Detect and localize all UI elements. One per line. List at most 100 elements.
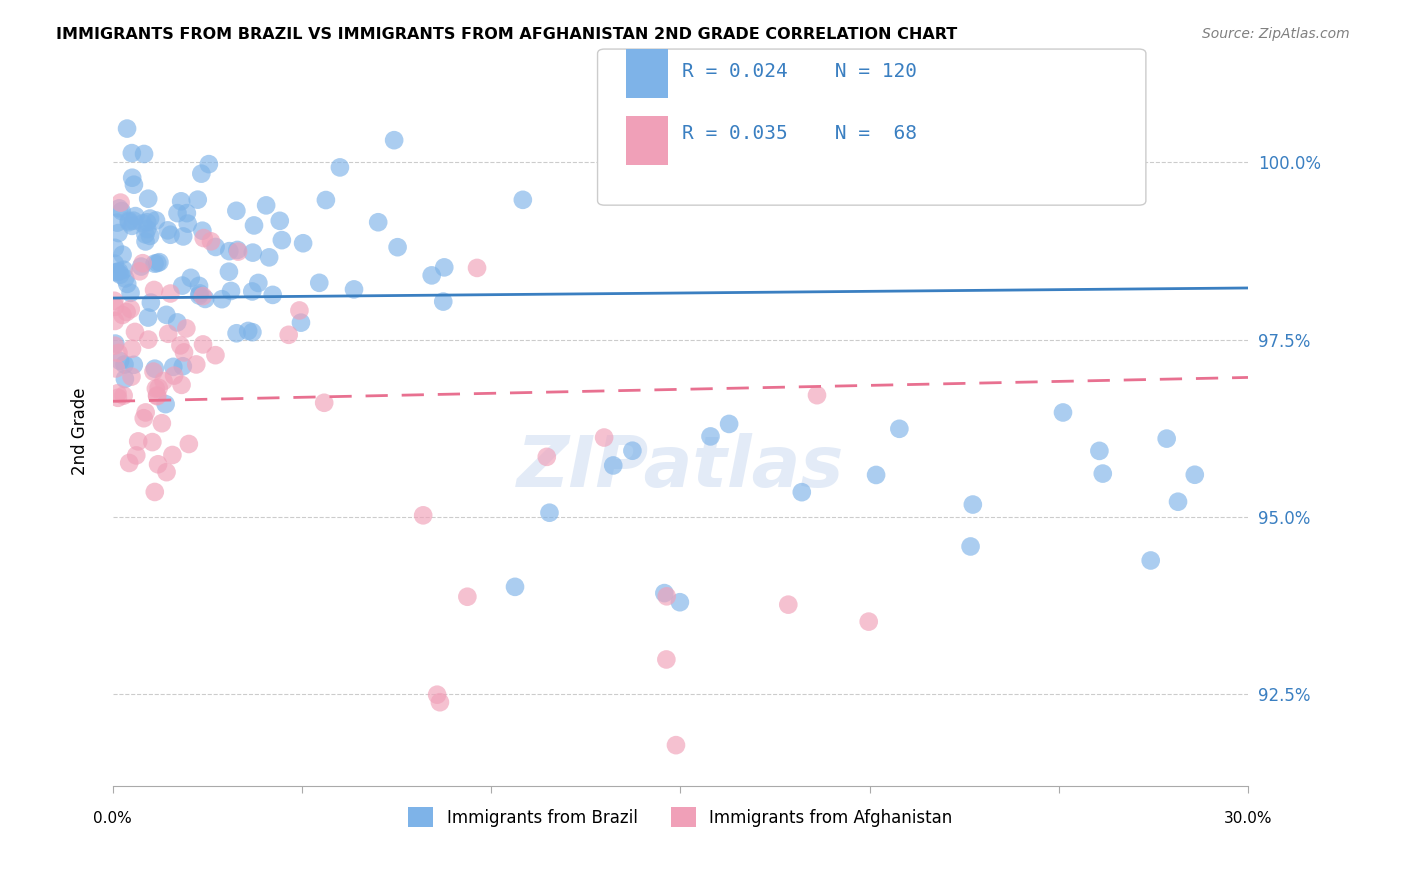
Immigrants from Brazil — [889, 422, 911, 436]
Immigrants from Brazil — [621, 443, 644, 458]
Immigrants from Brazil — [270, 233, 292, 247]
Immigrants from Brazil — [194, 292, 217, 306]
Immigrants from Brazil — [387, 240, 409, 254]
Immigrants from Afghanistan — [121, 369, 143, 384]
Immigrants from Brazil — [382, 133, 405, 147]
Immigrants from Afghanistan — [138, 333, 160, 347]
Immigrants from Afghanistan — [163, 368, 186, 383]
Immigrants from Brazil — [118, 215, 141, 229]
Immigrants from Brazil — [172, 278, 194, 293]
Immigrants from Afghanistan — [157, 326, 180, 341]
Text: 0.0%: 0.0% — [93, 811, 132, 826]
Immigrants from Brazil — [176, 206, 198, 220]
Immigrants from Brazil — [114, 358, 136, 372]
Immigrants from Afghanistan — [146, 389, 169, 403]
Immigrants from Afghanistan — [176, 321, 198, 335]
Immigrants from Afghanistan — [125, 449, 148, 463]
Immigrants from Brazil — [1088, 443, 1111, 458]
Immigrants from Brazil — [108, 354, 131, 368]
Immigrants from Brazil — [107, 226, 129, 240]
Immigrants from Afghanistan — [288, 303, 311, 318]
Immigrants from Afghanistan — [200, 235, 222, 249]
Immigrants from Brazil — [136, 222, 159, 236]
Immigrants from Afghanistan — [191, 337, 214, 351]
Text: R = 0.035    N =  68: R = 0.035 N = 68 — [682, 124, 917, 144]
Immigrants from Afghanistan — [191, 289, 214, 303]
Immigrants from Brazil — [204, 240, 226, 254]
Immigrants from Brazil — [669, 595, 692, 609]
Immigrants from Afghanistan — [110, 195, 132, 210]
Immigrants from Brazil — [114, 271, 136, 285]
Immigrants from Afghanistan — [104, 339, 127, 353]
Immigrants from Brazil — [104, 241, 127, 255]
Immigrants from Afghanistan — [169, 338, 191, 352]
Immigrants from Afghanistan — [104, 300, 127, 314]
Text: Source: ZipAtlas.com: Source: ZipAtlas.com — [1202, 27, 1350, 41]
Immigrants from Afghanistan — [107, 386, 129, 401]
Immigrants from Brazil — [247, 276, 270, 290]
Immigrants from Brazil — [145, 213, 167, 227]
Immigrants from Brazil — [108, 202, 131, 216]
Immigrants from Brazil — [367, 215, 389, 229]
Immigrants from Afghanistan — [148, 381, 170, 395]
Immigrants from Brazil — [120, 285, 142, 300]
Immigrants from Brazil — [166, 315, 188, 329]
Immigrants from Brazil — [139, 211, 162, 226]
Immigrants from Afghanistan — [177, 437, 200, 451]
Immigrants from Brazil — [432, 294, 454, 309]
Text: ZIPatlas: ZIPatlas — [517, 433, 844, 501]
Immigrants from Afghanistan — [112, 388, 135, 402]
Immigrants from Brazil — [242, 325, 264, 339]
Immigrants from Brazil — [269, 214, 291, 228]
Immigrants from Afghanistan — [173, 345, 195, 359]
Immigrants from Brazil — [190, 167, 212, 181]
Immigrants from Brazil — [254, 198, 277, 212]
Immigrants from Brazil — [218, 265, 240, 279]
Immigrants from Afghanistan — [145, 382, 167, 396]
Immigrants from Brazil — [790, 485, 813, 500]
Immigrants from Brazil — [262, 288, 284, 302]
Immigrants from Afghanistan — [226, 244, 249, 259]
Immigrants from Brazil — [718, 417, 741, 431]
Immigrants from Brazil — [180, 270, 202, 285]
Immigrants from Brazil — [236, 324, 259, 338]
Immigrants from Brazil — [121, 219, 143, 233]
Immigrants from Brazil — [257, 251, 280, 265]
Immigrants from Afghanistan — [107, 391, 129, 405]
Immigrants from Brazil — [191, 224, 214, 238]
Immigrants from Afghanistan — [193, 231, 215, 245]
Immigrants from Afghanistan — [104, 361, 127, 376]
Immigrants from Brazil — [172, 359, 194, 374]
Immigrants from Afghanistan — [204, 348, 226, 362]
Immigrants from Brazil — [1052, 405, 1074, 419]
Immigrants from Brazil — [1139, 553, 1161, 567]
Immigrants from Brazil — [122, 358, 145, 372]
Immigrants from Brazil — [136, 215, 159, 229]
Immigrants from Afghanistan — [155, 465, 177, 479]
Immigrants from Brazil — [292, 236, 315, 251]
Immigrants from Brazil — [139, 228, 162, 243]
Immigrants from Afghanistan — [104, 314, 127, 328]
Immigrants from Brazil — [124, 209, 146, 223]
Immigrants from Afghanistan — [806, 388, 828, 402]
Immigrants from Brazil — [243, 219, 266, 233]
Immigrants from Brazil — [654, 586, 676, 600]
Immigrants from Brazil — [188, 278, 211, 293]
Immigrants from Brazil — [329, 161, 352, 175]
Immigrants from Brazil — [132, 147, 155, 161]
Immigrants from Brazil — [170, 194, 193, 209]
Immigrants from Afghanistan — [111, 308, 134, 322]
Immigrants from Brazil — [110, 204, 132, 219]
Immigrants from Brazil — [290, 316, 312, 330]
Immigrants from Brazil — [114, 372, 136, 386]
Immigrants from Brazil — [699, 429, 721, 443]
Immigrants from Afghanistan — [146, 388, 169, 402]
Immigrants from Afghanistan — [120, 302, 142, 317]
Immigrants from Afghanistan — [536, 450, 558, 464]
Immigrants from Afghanistan — [429, 695, 451, 709]
Immigrants from Afghanistan — [143, 485, 166, 500]
Immigrants from Afghanistan — [426, 688, 449, 702]
Immigrants from Brazil — [219, 284, 242, 298]
Immigrants from Brazil — [433, 260, 456, 275]
Immigrants from Brazil — [118, 213, 141, 227]
